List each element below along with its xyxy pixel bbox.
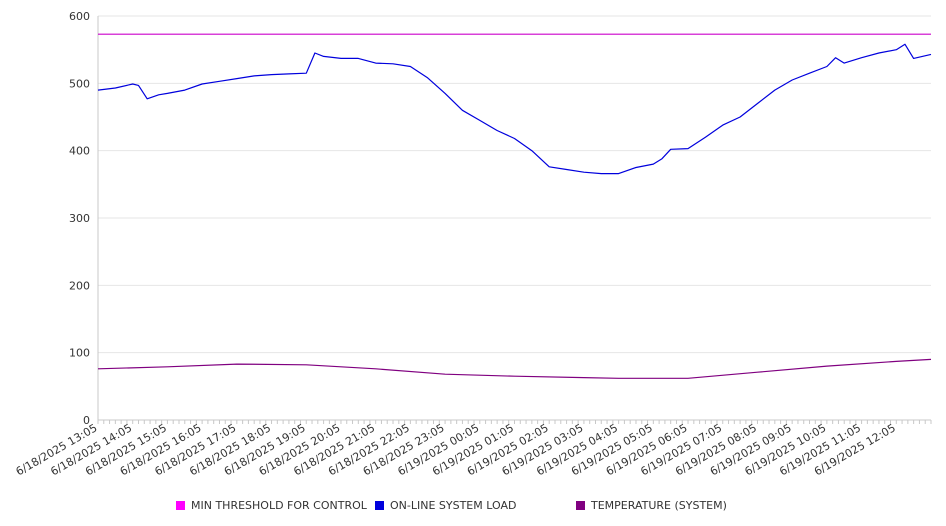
series-line-system-load <box>97 43 932 175</box>
grid-lines <box>98 15 931 354</box>
legend-swatch-system-load <box>375 501 384 510</box>
y-tick-label: 400 <box>69 145 90 158</box>
y-tick-labels: 0 100 200 300 400 500 600 <box>69 10 90 427</box>
x-tick-labels: 6/18/2025 13:056/18/2025 14:056/18/2025 … <box>14 421 898 478</box>
y-tick-label: 500 <box>69 77 90 90</box>
legend-label-temperature: TEMPERATURE (SYSTEM) <box>591 499 727 512</box>
legend-item-system-load: ON-LINE SYSTEM LOAD <box>375 499 516 512</box>
y-tick-label: 300 <box>69 212 90 225</box>
legend-item-threshold: MIN THRESHOLD FOR CONTROL <box>176 499 367 512</box>
series-line-temperature <box>97 358 932 379</box>
legend-label-system-load: ON-LINE SYSTEM LOAD <box>390 499 517 512</box>
legend-item-temperature: TEMPERATURE (SYSTEM) <box>576 499 727 512</box>
legend-label-threshold: MIN THRESHOLD FOR CONTROL <box>191 499 367 512</box>
series-lines <box>97 33 932 379</box>
y-tick-label: 200 <box>69 279 90 292</box>
y-tick-label: 600 <box>69 10 90 23</box>
legend-swatch-threshold <box>176 501 185 510</box>
legend: MIN THRESHOLD FOR CONTROL ON-LINE SYSTEM… <box>0 499 946 513</box>
legend-swatch-temperature <box>576 501 585 510</box>
y-tick-label: 0 <box>83 414 90 427</box>
axes <box>97 16 932 424</box>
y-tick-label: 100 <box>69 347 90 360</box>
